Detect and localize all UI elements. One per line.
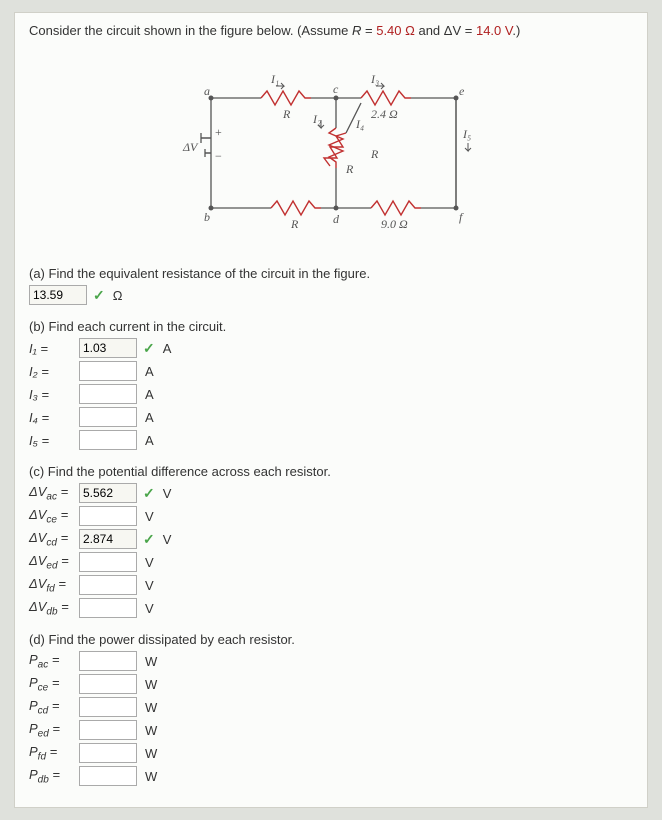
var-label: Pfd =: [29, 744, 75, 763]
unit-label: A: [163, 341, 172, 356]
svg-text:R: R: [370, 147, 379, 161]
part-b-label: (b) Find each current in the circuit.: [29, 319, 633, 334]
answer-input[interactable]: [79, 766, 137, 786]
answer-input[interactable]: [79, 697, 137, 717]
question-box: Consider the circuit shown in the figure…: [14, 12, 648, 808]
unit-label: V: [145, 555, 154, 570]
question-intro: Consider the circuit shown in the figure…: [29, 23, 633, 38]
svg-text:I₃: I₃: [370, 72, 379, 86]
unit-label: W: [145, 723, 157, 738]
svg-text:I₂: I₂: [312, 112, 321, 126]
part-d: (d) Find the power dissipated by each re…: [29, 632, 633, 786]
answer-input[interactable]: [79, 430, 137, 450]
var-label: I₃ =: [29, 387, 75, 402]
check-icon: ✓: [143, 485, 155, 502]
svg-text:d: d: [333, 212, 340, 226]
svg-text:ΔV: ΔV: [182, 140, 199, 154]
answer-input[interactable]: [79, 674, 137, 694]
unit-label: W: [145, 700, 157, 715]
answer-input[interactable]: [79, 598, 137, 618]
unit-label: V: [145, 601, 154, 616]
var-label: Pdb =: [29, 767, 75, 786]
svg-text:c: c: [333, 82, 339, 96]
part-c: (c) Find the potential difference across…: [29, 464, 633, 618]
answer-input[interactable]: [79, 361, 137, 381]
svg-text:9.0 Ω: 9.0 Ω: [381, 217, 408, 231]
svg-text:I₁: I₁: [270, 72, 279, 86]
unit-label: A: [145, 410, 154, 425]
unit-label: V: [145, 578, 154, 593]
answer-input[interactable]: [79, 552, 137, 572]
answer-input[interactable]: [79, 720, 137, 740]
var-label: I₅ =: [29, 433, 75, 448]
svg-text:R: R: [345, 162, 354, 176]
part-b: (b) Find each current in the circuit. I₁…: [29, 319, 633, 450]
var-label: I₂ =: [29, 364, 75, 379]
answer-input[interactable]: [79, 407, 137, 427]
answer-input[interactable]: [79, 506, 137, 526]
svg-text:R: R: [282, 107, 291, 121]
svg-text:e: e: [459, 84, 465, 98]
answer-input[interactable]: [79, 338, 137, 358]
svg-text:f: f: [459, 210, 464, 224]
check-icon: ✓: [93, 287, 105, 304]
svg-text:a: a: [204, 84, 210, 98]
unit-label: W: [145, 746, 157, 761]
var-label: I₄ =: [29, 410, 75, 425]
answer-input[interactable]: [79, 483, 137, 503]
check-icon: ✓: [143, 340, 155, 357]
var-label: Pce =: [29, 675, 75, 694]
unit-label: A: [145, 387, 154, 402]
var-label: ΔVcd =: [29, 530, 75, 549]
var-label: Ped =: [29, 721, 75, 740]
unit-label: V: [163, 532, 172, 547]
unit-label: W: [145, 677, 157, 692]
part-c-label: (c) Find the potential difference across…: [29, 464, 633, 479]
var-label: ΔVfd =: [29, 576, 75, 595]
unit-label: V: [163, 486, 172, 501]
var-label: Pac =: [29, 652, 75, 671]
svg-text:−: −: [215, 149, 222, 163]
svg-text:I₅: I₅: [462, 127, 471, 141]
answer-input[interactable]: [79, 651, 137, 671]
var-label: ΔVed =: [29, 553, 75, 572]
svg-text:b: b: [204, 210, 210, 224]
part-a: (a) Find the equivalent resistance of th…: [29, 266, 633, 305]
answer-input[interactable]: [79, 743, 137, 763]
unit-label: A: [145, 433, 154, 448]
var-label: Pcd =: [29, 698, 75, 717]
svg-text:+: +: [215, 125, 222, 139]
answer-input[interactable]: [79, 575, 137, 595]
var-label: I₁ =: [29, 341, 75, 356]
check-icon: ✓: [143, 531, 155, 548]
svg-text:2.4 Ω: 2.4 Ω: [371, 107, 398, 121]
var-label: ΔVdb =: [29, 599, 75, 618]
unit-label: W: [145, 654, 157, 669]
unit-label: W: [145, 769, 157, 784]
unit-label: V: [145, 509, 154, 524]
svg-text:I₄: I₄: [355, 117, 364, 131]
var-label: ΔVce =: [29, 507, 75, 526]
answer-input[interactable]: [79, 384, 137, 404]
part-d-label: (d) Find the power dissipated by each re…: [29, 632, 633, 647]
answer-input[interactable]: [79, 529, 137, 549]
svg-text:R: R: [290, 217, 299, 231]
part-a-label: (a) Find the equivalent resistance of th…: [29, 266, 633, 281]
part-a-input[interactable]: [29, 285, 87, 305]
var-label: ΔVac =: [29, 484, 75, 503]
unit-label: A: [145, 364, 154, 379]
circuit-diagram: a c e b d f R 2.4 Ω R R R 9.0 Ω I₁ I₃ I₂…: [171, 48, 491, 248]
